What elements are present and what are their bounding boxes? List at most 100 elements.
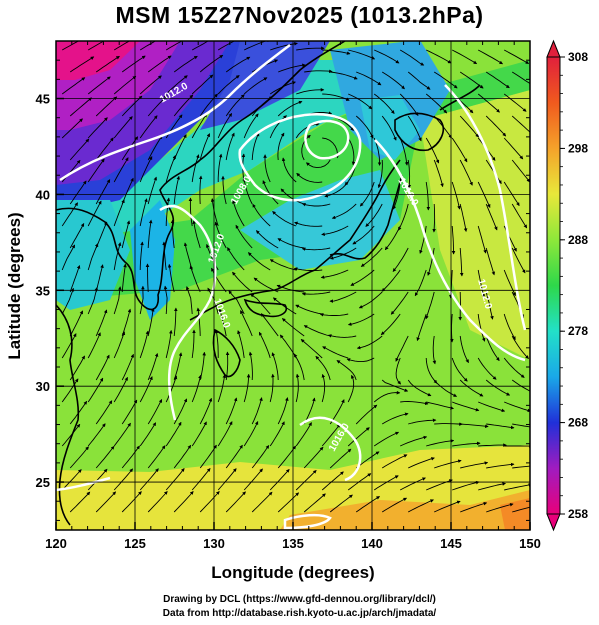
x-tick-label: 140 [361, 536, 383, 551]
streamline [167, 263, 175, 293]
streamline [294, 221, 323, 227]
streamline [217, 75, 240, 95]
streamline [113, 422, 131, 447]
streamline [529, 226, 530, 227]
streamline [191, 154, 200, 183]
streamline [199, 397, 213, 425]
streamline [381, 269, 401, 292]
streamline [319, 312, 349, 317]
streamline [269, 259, 297, 271]
streamline [511, 159, 530, 183]
x-axis-ticks: 120 125 130 135 140 145 150 [45, 41, 541, 551]
y-tick-label: 40 [36, 187, 50, 202]
streamline [331, 203, 357, 220]
streamline [95, 491, 117, 513]
streamline [426, 401, 454, 410]
streamline [425, 357, 438, 384]
streamline [272, 210, 297, 227]
streamline [263, 154, 271, 183]
streamline [381, 497, 408, 513]
streamline [408, 418, 437, 425]
streamline [225, 94, 245, 117]
streamline [243, 421, 259, 447]
streamline [511, 247, 526, 274]
streamline [478, 443, 507, 447]
streamline [199, 133, 211, 161]
streamline [191, 329, 196, 359]
streamline [350, 269, 375, 286]
streamline [255, 230, 279, 249]
streamline [485, 379, 511, 396]
streamline [295, 373, 300, 403]
streamline [398, 203, 409, 231]
streamline [87, 468, 108, 491]
streamline [451, 137, 468, 163]
streamline [196, 307, 201, 337]
streamline [395, 335, 409, 362]
streamline [191, 113, 207, 139]
streamline [300, 339, 323, 359]
streamline [87, 243, 99, 271]
streamline [165, 329, 173, 359]
streamline [139, 41, 157, 51]
streamline [147, 135, 163, 161]
streamline [477, 93, 500, 113]
streamline [87, 377, 104, 403]
streamline [243, 77, 268, 95]
streamline [69, 446, 89, 469]
streamline [305, 159, 331, 169]
streamline [188, 197, 193, 227]
streamline [432, 203, 436, 233]
streamline [321, 225, 349, 237]
streamline [191, 421, 207, 447]
streamline [252, 203, 271, 227]
streamline [529, 314, 530, 315]
streamline [301, 247, 331, 251]
streamline [191, 468, 211, 491]
streamline [191, 374, 202, 403]
streamline [225, 491, 246, 513]
streamline [426, 479, 453, 491]
streamline [477, 357, 497, 380]
streamline [303, 493, 326, 513]
streamline [433, 379, 458, 397]
map-title: MSM 15Z27Nov2025 (1013.2hPa) [115, 2, 484, 28]
streamline [191, 74, 214, 95]
streamline [147, 307, 155, 337]
streamline [503, 137, 524, 160]
streamline [248, 351, 253, 381]
isobars [56, 44, 527, 530]
streamline [269, 373, 275, 403]
streamline [503, 49, 530, 64]
streamline [277, 100, 303, 117]
streamline [426, 49, 452, 64]
streamline [329, 494, 353, 513]
streamline [347, 374, 355, 403]
streamline [425, 93, 448, 114]
streamline [121, 95, 143, 117]
streamline [355, 115, 374, 139]
streamline [503, 357, 525, 378]
streamline [407, 499, 434, 513]
streamline [459, 379, 484, 397]
streamline [225, 132, 235, 161]
streamline [61, 118, 83, 139]
streamline [503, 181, 520, 207]
coastlines [56, 41, 481, 526]
streamline [485, 335, 500, 362]
streamline [459, 203, 468, 232]
streamline [400, 401, 429, 406]
streamline [373, 93, 395, 114]
streamline [139, 285, 145, 315]
streamline [478, 482, 506, 491]
streamline [277, 132, 285, 161]
streamline [232, 271, 253, 293]
streamline [381, 412, 409, 425]
streamline [295, 304, 323, 315]
streamline [207, 287, 219, 315]
streamline [95, 400, 113, 425]
streamline [113, 286, 122, 315]
streamline [95, 55, 120, 73]
streamline [87, 332, 101, 359]
x-tick-label: 135 [282, 536, 304, 551]
